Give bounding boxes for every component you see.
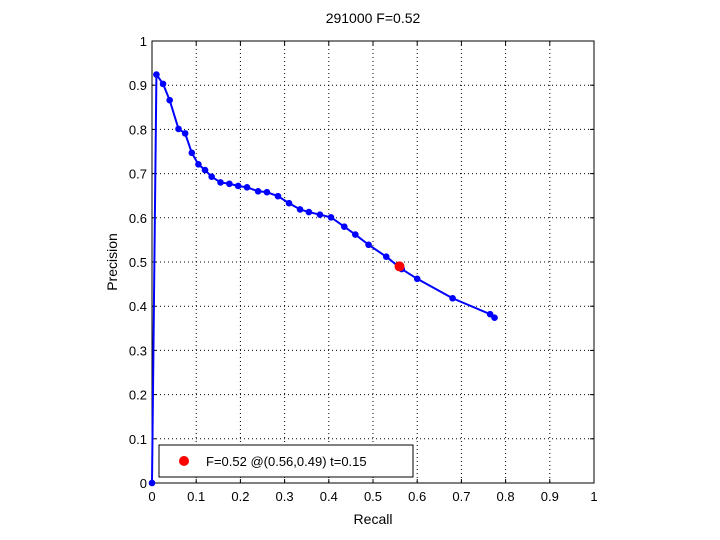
data-point — [166, 96, 173, 104]
x-tick-label: 0.3 — [276, 489, 294, 504]
y-tick-label: 0.3 — [129, 343, 147, 358]
plot-frame — [151, 40, 595, 484]
data-point — [195, 161, 202, 168]
y-tick-label: 0.4 — [129, 299, 147, 314]
data-point — [340, 223, 348, 230]
y-tick-label: 1 — [140, 34, 147, 49]
x-tick-label: 0.5 — [364, 489, 382, 504]
data-point — [285, 199, 293, 207]
chart-title: 291000 F=0.52 — [326, 10, 421, 26]
y-tick-label: 0.2 — [129, 388, 147, 403]
data-point — [234, 182, 242, 190]
y-tick-label: 0.1 — [129, 432, 147, 447]
data-point — [226, 180, 233, 188]
data-point — [201, 166, 209, 174]
legend: F=0.52 @(0.56,0.49) t=0.15 — [158, 444, 414, 478]
data-point — [188, 149, 196, 157]
data-point — [449, 294, 456, 302]
data-point — [327, 214, 335, 221]
data-point — [382, 253, 390, 260]
data-point — [263, 188, 271, 196]
data-point — [274, 192, 282, 200]
x-tick-label: 0.4 — [320, 489, 338, 504]
data-point — [159, 80, 167, 88]
legend-marker-dot — [179, 456, 189, 466]
y-tick-label: 0.9 — [129, 78, 147, 93]
x-axis-label: Recall — [354, 511, 393, 527]
y-tick-label: 0 — [140, 476, 147, 491]
y-tick-labels: 0 0.1 0.2 0.3 0.4 0.5 0.6 0.7 0.8 0.9 1 — [129, 34, 147, 491]
legend-label: F=0.52 @(0.56,0.49) t=0.15 — [206, 454, 367, 469]
data-point — [181, 130, 189, 137]
x-tick-label: 0.2 — [231, 489, 249, 504]
series-layer — [148, 71, 498, 487]
x-tick-label: 0.7 — [452, 489, 470, 504]
data-point — [491, 314, 498, 321]
data-point — [352, 231, 359, 238]
data-point — [208, 173, 215, 180]
x-tick-label: 0.1 — [187, 489, 205, 504]
y-tick-label: 0.6 — [129, 211, 147, 226]
x-tick-labels: 0 0.1 0.2 0.3 0.4 0.5 0.6 0.7 0.8 0.9 1 — [148, 489, 597, 504]
data-point — [254, 187, 262, 195]
data-point — [486, 310, 494, 318]
x-tick-label: 0.9 — [541, 489, 559, 504]
x-tick-label: 1 — [590, 489, 597, 504]
best-f-point — [394, 261, 405, 272]
grid-lines — [152, 41, 594, 483]
data-point — [305, 208, 313, 216]
x-tick-label: 0.8 — [497, 489, 515, 504]
y-tick-label: 0.7 — [129, 167, 147, 182]
data-point — [413, 275, 421, 283]
y-tick-label: 0.5 — [129, 255, 147, 270]
y-axis-label: Precision — [104, 233, 120, 291]
data-point — [365, 241, 372, 249]
data-point — [175, 125, 182, 133]
data-point — [316, 211, 324, 219]
x-tick-label: 0.6 — [408, 489, 426, 504]
legend-box — [158, 444, 414, 478]
data-point — [217, 179, 224, 186]
y-tick-label: 0.8 — [129, 122, 147, 137]
data-point — [296, 206, 304, 213]
data-point — [148, 479, 156, 487]
data-point — [153, 71, 160, 78]
x-tick-label: 0 — [148, 489, 155, 504]
data-point — [243, 184, 251, 191]
